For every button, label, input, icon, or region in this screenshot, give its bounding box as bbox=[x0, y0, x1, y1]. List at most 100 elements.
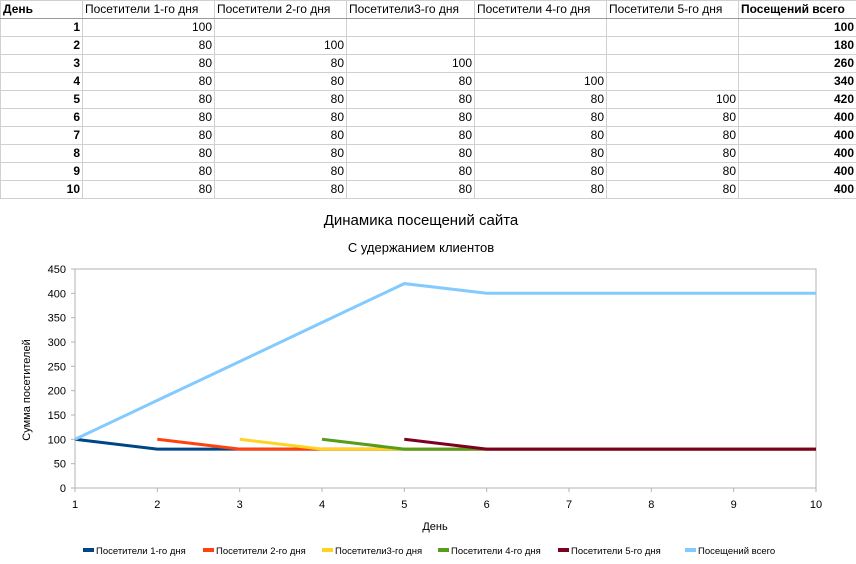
table-row: 8 80 80 80 80 80 400 bbox=[0, 144, 856, 163]
value-cell[interactable]: 80 bbox=[214, 144, 347, 163]
column-header[interactable]: Посетители 4-го дня bbox=[474, 0, 607, 19]
series-line-6 bbox=[74, 282, 816, 441]
value-cell[interactable]: 100 bbox=[474, 72, 607, 91]
value-cell[interactable]: 80 bbox=[606, 144, 739, 163]
value-cell[interactable]: 80 bbox=[606, 180, 739, 199]
value-cell[interactable]: 80 bbox=[606, 126, 739, 145]
series-line-5 bbox=[404, 437, 816, 451]
x-tick-label: 9 bbox=[731, 499, 737, 511]
value-cell[interactable]: 80 bbox=[474, 180, 607, 199]
value-cell[interactable]: 80 bbox=[346, 126, 475, 145]
x-tick-label: 4 bbox=[319, 499, 325, 511]
value-cell[interactable]: 100 bbox=[606, 90, 739, 109]
day-cell[interactable]: 8 bbox=[0, 144, 83, 163]
value-cell[interactable]: 400 bbox=[738, 144, 856, 163]
value-cell[interactable]: 80 bbox=[214, 126, 347, 145]
value-cell[interactable]: 80 bbox=[346, 72, 475, 91]
value-cell[interactable]: 340 bbox=[738, 72, 856, 91]
table-row: 10 80 80 80 80 80 400 bbox=[0, 180, 856, 199]
value-cell[interactable] bbox=[474, 18, 607, 37]
day-cell[interactable]: 10 bbox=[0, 180, 83, 199]
value-cell[interactable] bbox=[606, 36, 739, 55]
column-header[interactable]: Посетители 2-го дня bbox=[214, 0, 347, 19]
y-tick-label: 50 bbox=[54, 459, 66, 471]
legend-label: Посетители 1-го дня bbox=[96, 546, 186, 557]
y-tick-label: 350 bbox=[48, 313, 66, 325]
column-header[interactable]: Посетители3-го дня bbox=[346, 0, 475, 19]
table-row: 9 80 80 80 80 80 400 bbox=[0, 162, 856, 181]
value-cell[interactable]: 100 bbox=[214, 36, 347, 55]
legend-label: Посетители3-го дня bbox=[335, 546, 422, 557]
value-cell[interactable]: 80 bbox=[82, 108, 215, 127]
x-tick-label: 6 bbox=[484, 499, 490, 511]
value-cell[interactable]: 80 bbox=[82, 162, 215, 181]
value-cell[interactable]: 80 bbox=[82, 90, 215, 109]
y-tick-label: 300 bbox=[48, 337, 66, 349]
value-cell[interactable] bbox=[214, 18, 347, 37]
value-cell[interactable]: 80 bbox=[474, 90, 607, 109]
value-cell[interactable]: 80 bbox=[82, 144, 215, 163]
value-cell[interactable]: 80 bbox=[82, 180, 215, 199]
value-cell[interactable]: 100 bbox=[82, 18, 215, 37]
column-header[interactable]: День bbox=[0, 0, 83, 19]
value-cell[interactable]: 80 bbox=[346, 144, 475, 163]
y-axis-label: Сумма посетителей bbox=[21, 339, 33, 440]
day-cell[interactable]: 3 bbox=[0, 54, 83, 73]
day-cell[interactable]: 1 bbox=[0, 18, 83, 37]
legend-label: Посещений всего bbox=[698, 546, 775, 557]
day-cell[interactable]: 9 bbox=[0, 162, 83, 181]
value-cell[interactable]: 260 bbox=[738, 54, 856, 73]
value-cell[interactable]: 80 bbox=[474, 126, 607, 145]
y-tick-label: 250 bbox=[48, 361, 66, 373]
y-tick-label: 200 bbox=[48, 386, 66, 398]
value-cell[interactable]: 80 bbox=[82, 126, 215, 145]
column-header[interactable]: Посещений всего bbox=[738, 0, 856, 19]
y-tick-label: 400 bbox=[48, 288, 66, 300]
value-cell[interactable] bbox=[474, 36, 607, 55]
value-cell[interactable]: 80 bbox=[606, 108, 739, 127]
value-cell[interactable]: 400 bbox=[738, 108, 856, 127]
day-cell[interactable]: 6 bbox=[0, 108, 83, 127]
legend-swatch bbox=[322, 548, 333, 552]
value-cell[interactable]: 80 bbox=[82, 72, 215, 91]
day-cell[interactable]: 7 bbox=[0, 126, 83, 145]
value-cell[interactable] bbox=[606, 72, 739, 91]
table-row: 2 80 100 180 bbox=[0, 36, 856, 55]
value-cell[interactable]: 80 bbox=[214, 54, 347, 73]
value-cell[interactable]: 80 bbox=[346, 90, 475, 109]
x-tick-label: 1 bbox=[72, 499, 78, 511]
value-cell[interactable]: 400 bbox=[738, 162, 856, 181]
value-cell[interactable]: 80 bbox=[214, 90, 347, 109]
value-cell[interactable]: 80 bbox=[474, 162, 607, 181]
value-cell[interactable] bbox=[474, 54, 607, 73]
value-cell[interactable]: 420 bbox=[738, 90, 856, 109]
day-cell[interactable]: 5 bbox=[0, 90, 83, 109]
value-cell[interactable]: 400 bbox=[738, 126, 856, 145]
value-cell[interactable]: 80 bbox=[606, 162, 739, 181]
value-cell[interactable]: 80 bbox=[474, 144, 607, 163]
day-cell[interactable]: 4 bbox=[0, 72, 83, 91]
value-cell[interactable] bbox=[346, 36, 475, 55]
value-cell[interactable]: 100 bbox=[738, 18, 856, 37]
value-cell[interactable]: 400 bbox=[738, 180, 856, 199]
value-cell[interactable]: 100 bbox=[346, 54, 475, 73]
x-tick-label: 7 bbox=[566, 499, 572, 511]
value-cell[interactable]: 80 bbox=[346, 108, 475, 127]
value-cell[interactable]: 80 bbox=[82, 36, 215, 55]
value-cell[interactable] bbox=[606, 54, 739, 73]
value-cell[interactable]: 80 bbox=[214, 180, 347, 199]
value-cell[interactable]: 80 bbox=[346, 162, 475, 181]
column-header[interactable]: Посетители 5-го дня bbox=[606, 0, 739, 19]
value-cell[interactable]: 80 bbox=[474, 108, 607, 127]
value-cell[interactable]: 80 bbox=[214, 162, 347, 181]
value-cell[interactable]: 80 bbox=[214, 72, 347, 91]
value-cell[interactable]: 80 bbox=[214, 108, 347, 127]
value-cell[interactable]: 80 bbox=[82, 54, 215, 73]
value-cell[interactable] bbox=[606, 18, 739, 37]
value-cell[interactable]: 180 bbox=[738, 36, 856, 55]
day-cell[interactable]: 2 bbox=[0, 36, 83, 55]
value-cell[interactable]: 80 bbox=[346, 180, 475, 199]
value-cell[interactable] bbox=[346, 18, 475, 37]
column-header[interactable]: Посетители 1-го дня bbox=[82, 0, 215, 19]
table-row: 1 100 100 bbox=[0, 18, 856, 37]
